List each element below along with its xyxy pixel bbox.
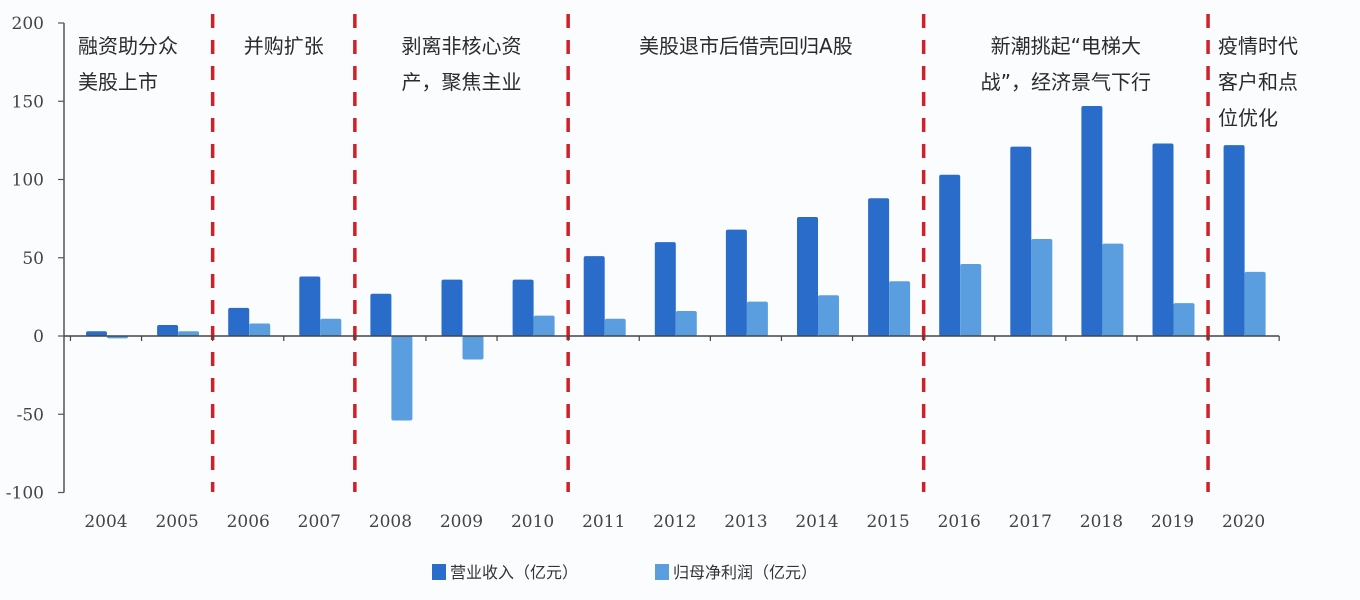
x-tick-label: 2019 — [1151, 512, 1194, 532]
legend-label: 营业收入（亿元） — [450, 563, 578, 582]
bar-net-profit — [249, 323, 271, 336]
bar-revenue — [441, 279, 463, 336]
x-tick-label: 2018 — [1080, 512, 1123, 532]
bar-revenue — [583, 256, 605, 336]
bar-net-profit — [818, 295, 839, 336]
era-label: 美股上市 — [78, 70, 158, 94]
x-tick-label: 2004 — [84, 512, 127, 532]
bar-net-profit — [960, 264, 982, 336]
bar-revenue — [939, 174, 961, 336]
bar-net-profit — [1173, 303, 1195, 336]
bars — [86, 105, 1266, 421]
bar-revenue — [654, 242, 676, 336]
x-tick-label: 2020 — [1222, 512, 1265, 532]
bar-revenue — [1010, 146, 1032, 336]
x-tick-label: 2010 — [511, 512, 554, 532]
x-tick-label: 2006 — [227, 512, 270, 532]
era-label: 战”，经济景气下行 — [981, 70, 1151, 94]
bar-revenue — [725, 229, 747, 336]
x-tick-label: 2014 — [795, 512, 838, 532]
era-label: 产，聚焦主业 — [402, 70, 522, 94]
legend-label: 归母净利润（亿元） — [673, 563, 817, 582]
era-label: 疫情时代 — [1218, 34, 1298, 58]
bar-revenue — [299, 276, 321, 336]
bar-revenue — [370, 293, 392, 336]
era-dividers — [210, 14, 1210, 492]
bar-revenue — [512, 279, 534, 336]
bar-revenue — [228, 307, 250, 336]
bar-net-profit — [391, 336, 413, 421]
x-tick-label: 2009 — [440, 512, 483, 532]
bar-net-profit — [462, 336, 484, 360]
x-tick-label: 2017 — [1009, 512, 1052, 532]
era-label: 并购扩张 — [244, 34, 324, 58]
y-tick-label: -100 — [6, 484, 44, 504]
bar-net-profit — [746, 301, 768, 336]
era-label: 融资助分众 — [78, 34, 178, 58]
x-tick-label: 2011 — [582, 512, 625, 532]
bar-revenue — [157, 325, 179, 336]
y-tick-label: 100 — [12, 171, 44, 191]
bar-net-profit — [320, 318, 342, 336]
y-tick-label: 200 — [12, 14, 44, 34]
legend-swatch — [432, 564, 446, 580]
x-tick-label: 2013 — [724, 512, 767, 532]
x-tick-label: 2012 — [653, 512, 696, 532]
legend: 营业收入（亿元） 归母净利润（亿元） — [432, 563, 817, 582]
bar-revenue — [1081, 105, 1103, 336]
y-tick-label: 50 — [22, 249, 44, 269]
bar-net-profit — [178, 331, 200, 336]
x-axis: 2004 2005 2006 2007 2008 2009 2010 2011 2012 2013… — [64, 335, 1280, 532]
y-axis: 200 150 100 50 0 -50 -100 — [6, 14, 65, 504]
bar-net-profit — [1244, 271, 1266, 336]
bar-net-profit — [1102, 243, 1124, 336]
bar-revenue — [86, 331, 107, 336]
bar-net-profit — [889, 281, 911, 336]
legend-swatch — [655, 564, 669, 580]
x-tick-label: 2005 — [155, 512, 198, 532]
bar-revenue — [797, 217, 818, 336]
bar-net-profit — [1031, 238, 1053, 336]
x-tick-label: 2016 — [938, 512, 981, 532]
bar-net-profit — [604, 318, 626, 336]
era-label: 新潮挑起“电梯大 — [991, 34, 1141, 58]
bar-revenue — [1152, 143, 1174, 336]
bar-revenue — [868, 198, 890, 336]
x-tick-label: 2007 — [298, 512, 341, 532]
x-tick-label: 2015 — [866, 512, 909, 532]
era-label: 美股退市后借壳回归A股 — [639, 34, 853, 58]
x-tick-label: 2008 — [369, 512, 412, 532]
bar-revenue — [1223, 145, 1245, 336]
bar-net-profit — [533, 315, 555, 336]
y-tick-label: 150 — [12, 92, 44, 112]
y-tick-label: -50 — [17, 405, 44, 425]
era-label: 剥离非核心资 — [402, 34, 522, 58]
era-label: 客户和点 — [1218, 70, 1298, 94]
bar-net-profit — [675, 310, 697, 336]
y-tick-label: 0 — [33, 327, 44, 347]
era-label: 位优化 — [1218, 106, 1278, 130]
